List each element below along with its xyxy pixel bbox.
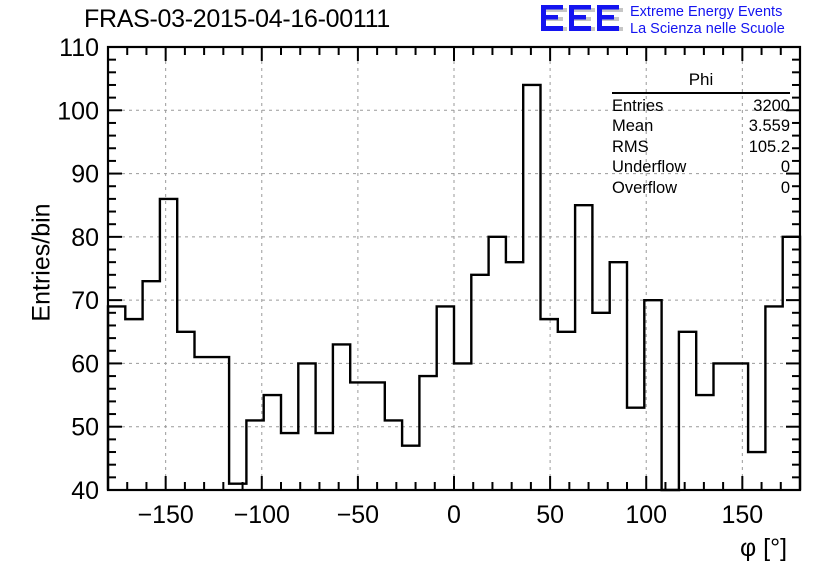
axis-tick-labels: 40 50 60 70 80 90 100 110 −150 −100 −50 0 50 100 150	[57, 34, 763, 529]
x-tick-label: 100	[625, 501, 667, 529]
stats-row-value: 3200	[753, 96, 790, 115]
eee-logo-mark	[541, 5, 623, 31]
eee-logo: Extreme Energy Events La Scienza nelle S…	[541, 4, 833, 38]
x-tick-label: −50	[337, 501, 379, 529]
stats-row: RMS 105.2	[612, 137, 790, 158]
axis-ticks	[107, 46, 801, 491]
x-tick-label: 150	[721, 501, 763, 529]
x-tick-label: −100	[234, 501, 290, 529]
stats-row: Entries 3200	[612, 96, 790, 117]
x-tick-label: 50	[536, 501, 564, 529]
y-tick-label: 110	[59, 34, 99, 62]
stats-row-key: Mean	[612, 117, 654, 135]
stats-row-key: RMS	[612, 137, 649, 156]
stats-box: Phi Entries 3200 Mean 3.559 RMS 105.2 Underflo…	[612, 70, 790, 198]
y-tick-label: 50	[71, 414, 99, 442]
stats-row-value: 3.559	[748, 117, 790, 135]
stats-row-key: Overflow	[612, 178, 678, 197]
stats-box-title: Phi	[688, 70, 714, 89]
y-tick-label: 80	[71, 224, 99, 252]
x-tick-label: 0	[447, 501, 461, 529]
x-axis-title: φ [°]	[740, 534, 788, 562]
stats-box-divider	[612, 91, 790, 94]
stats-row-key: Entries	[612, 96, 664, 115]
y-tick-label: 40	[71, 477, 99, 505]
stats-box-rows: Entries 3200 Mean 3.559 RMS 105.2 Underflow 0 Ov…	[612, 96, 790, 199]
stats-row-value: 0	[780, 178, 790, 197]
stats-row-key: Underflow	[612, 158, 687, 176]
grid-lines	[108, 47, 800, 490]
y-tick-label: 90	[71, 161, 99, 189]
eee-logo-line2: La Scienza nelle Scuole	[630, 20, 785, 37]
histogram-outline	[106, 83, 802, 492]
histogram-series	[106, 83, 802, 492]
y-tick-label: 60	[71, 350, 99, 378]
page-title: FRAS-03-2015-04-16-00111	[84, 5, 390, 33]
stats-row: Underflow 0	[612, 157, 790, 178]
stats-row-value: 105.2	[748, 137, 790, 156]
y-tick-label: 70	[71, 287, 99, 315]
eee-logo-text: Extreme Energy Events La Scienza nelle S…	[630, 4, 835, 37]
stats-row-value: 0	[780, 158, 790, 176]
x-tick-label: −150	[138, 501, 194, 529]
stats-row: Overflow 0	[612, 178, 790, 199]
y-tick-label: 100	[57, 97, 99, 125]
eee-logo-line1: Extreme Energy Events	[630, 4, 783, 20]
stats-row: Mean 3.559	[612, 116, 790, 137]
